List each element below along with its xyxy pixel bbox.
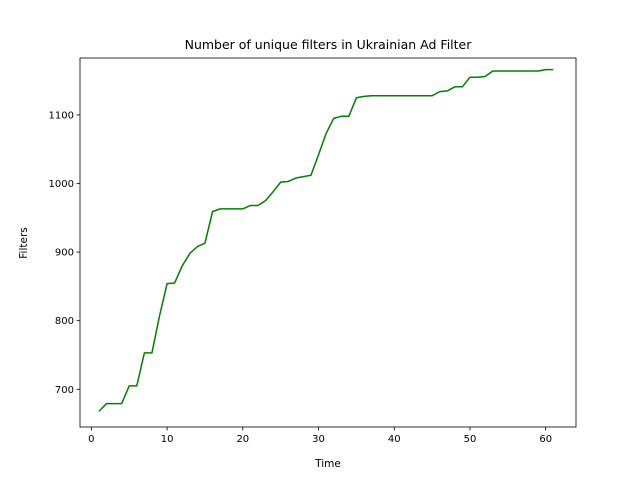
plot-area: 0 10 20 30 40 50 60 700 800 900 1000 1100 <box>49 57 577 445</box>
series-line-0 <box>98 68 554 412</box>
chart-title: Number of unique filters in Ukrainian Ad… <box>185 37 473 52</box>
y-tick-label: 1100 <box>49 110 74 121</box>
x-axis-label: Time <box>314 458 341 470</box>
x-tick-label: 60 <box>539 434 552 445</box>
plot-frame <box>79 57 577 428</box>
y-tick-label: 900 <box>55 248 74 259</box>
x-tick-label: 20 <box>236 434 249 445</box>
y-tick-label: 800 <box>55 316 74 327</box>
x-tick-label: 40 <box>388 434 401 445</box>
y-tick-label: 700 <box>55 385 74 396</box>
y-tick-label: 1000 <box>49 179 74 190</box>
x-tick-label: 50 <box>464 434 477 445</box>
x-tick-label: 0 <box>88 434 94 445</box>
y-axis-label: Filters <box>18 227 30 258</box>
x-tick-label: 30 <box>312 434 325 445</box>
x-tick-label: 10 <box>161 434 174 445</box>
